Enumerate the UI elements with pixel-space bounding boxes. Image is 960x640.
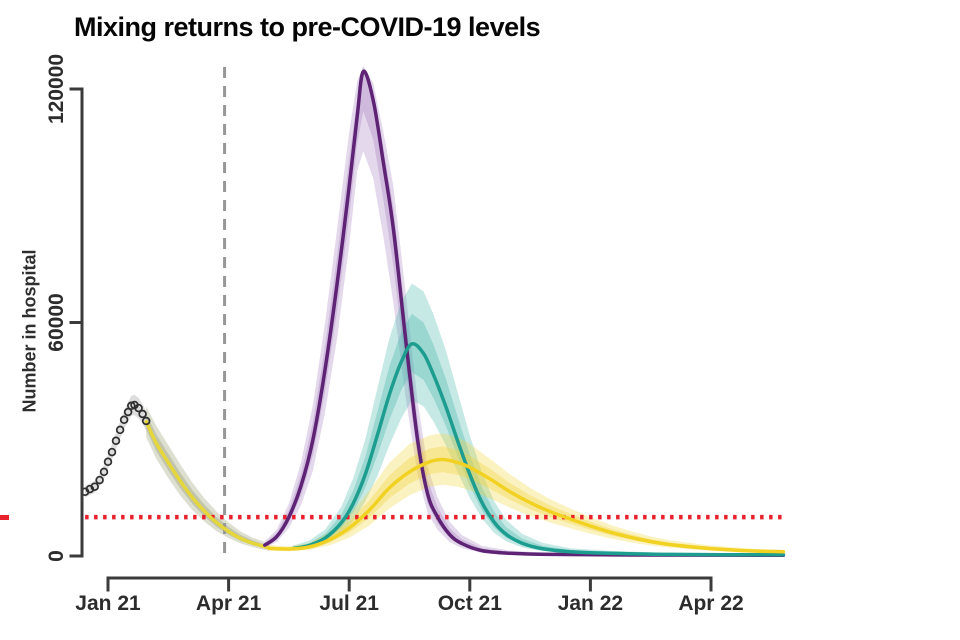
yellow-scenario-line (267, 457, 786, 554)
x-tick-label: Jul 21 (319, 592, 379, 615)
observed-band (85, 394, 147, 498)
observed-point (138, 409, 147, 419)
observed-point (115, 425, 125, 435)
axes (69, 87, 713, 592)
y-tick-label: 120000 (45, 54, 68, 124)
teal-scenario-band-outer (292, 283, 784, 556)
observed-point (107, 447, 117, 457)
observed-point (95, 475, 104, 485)
observed-point (141, 416, 151, 426)
x-tick-label: Apr 22 (678, 592, 743, 615)
observed-point (134, 403, 143, 413)
observed-points (80, 400, 151, 497)
observed-point (111, 436, 121, 446)
x-tick-label: Jan 21 (75, 592, 141, 615)
red-dotted-line-left-fragment (0, 515, 9, 520)
tick-labels: Jan 21 Apr 21 Jul 21 Oct 21 Jan 22 Apr 22 0 600… (45, 54, 744, 615)
purple-scenario-line (263, 69, 786, 557)
purple-scenario-band-outer (264, 65, 784, 556)
purple-scenario-band-inner (264, 68, 784, 556)
yellow-scenario-band-outer (268, 433, 784, 554)
teal-scenario-band-inner (292, 313, 784, 556)
observed-point (99, 467, 109, 477)
model-fit-decline-line (144, 419, 271, 550)
confidence-bands (85, 65, 784, 556)
x-tick-label: Apr 21 (196, 592, 262, 615)
teal-scenario-line (291, 341, 786, 557)
model-fit-decline-band-outer (146, 406, 269, 551)
y-tick-label: 0 (45, 550, 68, 562)
x-tick-label: Oct 21 (438, 592, 503, 615)
observed-point (119, 415, 129, 425)
scenario-lines (144, 69, 786, 557)
x-tick-label: Jan 22 (558, 592, 623, 615)
y-tick-label: 60000 (45, 293, 68, 351)
chart-title: Mixing returns to pre-COVID-19 levels (74, 12, 541, 42)
observed-point (123, 407, 133, 417)
observed-point (103, 457, 113, 467)
observed-point (90, 482, 99, 491)
model-fit-decline-band-inner (146, 414, 269, 550)
